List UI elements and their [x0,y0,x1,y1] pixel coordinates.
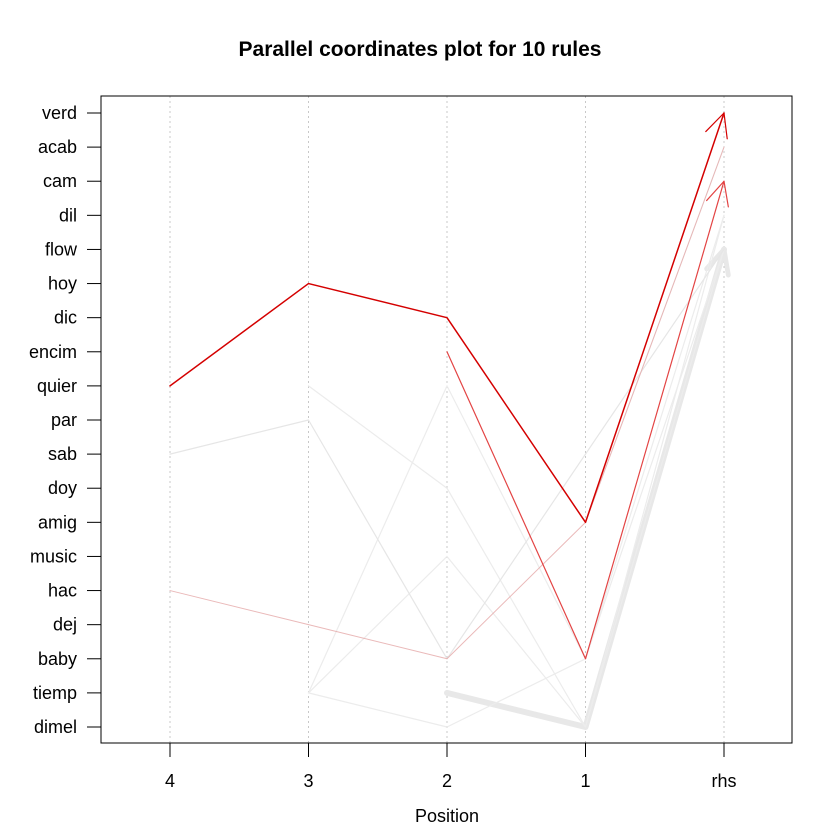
rule-3 [169,146,725,660]
rule-9 [444,246,731,730]
y-tick-label-music: music [30,546,77,566]
plot-frame [100,95,793,744]
y-tick-label-quier: quier [37,376,77,396]
rule-arrowhead-1 [705,112,728,140]
y-tick-label-tiemp: tiemp [33,683,77,703]
rule-line-8 [307,248,725,728]
rule-line-5 [307,214,725,728]
y-tick-label-dil: dil [59,205,77,225]
grid-layer [169,96,725,743]
y-axis: verd acab cam dil flow hoy dic encim quier par sab… [29,103,101,737]
y-tick-label-dic: dic [54,308,77,328]
y-tick-label-dej: dej [53,615,77,635]
y-tick-label-encim: encim [29,342,77,362]
x-tick-label-rhs: rhs [711,771,736,791]
rule-line-4 [169,248,725,660]
rule-arrowhead-2 [706,180,729,208]
chart-title: Parallel coordinates plot for 10 rules [239,38,602,61]
y-tick-label-baby: baby [38,649,77,669]
rule-5 [307,214,725,728]
y-tick-label-amig: amig [38,512,77,532]
y-tick-label-sab: sab [48,444,77,464]
rule-1 [169,112,728,524]
rule-7 [307,248,725,728]
x-tick-label-1: 1 [580,771,590,791]
x-axis: 4 3 2 1 rhs [165,743,737,791]
x-tick-label-2: 2 [442,771,452,791]
rule-line-7 [307,248,725,728]
y-tick-label-cam: cam [43,171,77,191]
rule-4 [169,248,725,660]
y-tick-label-dimel: dimel [34,717,77,737]
y-tick-label-hac: hac [48,581,77,601]
rule-2 [446,180,729,660]
rules-layer [169,112,731,730]
rule-line-2 [446,180,725,660]
rule-line-1 [169,112,725,524]
y-tick-label-flow: flow [45,239,78,259]
y-tick-label-par: par [51,410,77,430]
y-tick-label-acab: acab [38,137,77,157]
y-tick-label-hoy: hoy [48,274,77,294]
y-tick-label-verd: verd [42,103,77,123]
rule-8 [307,248,725,728]
x-tick-label-3: 3 [303,771,313,791]
x-axis-title: Position [415,806,479,826]
y-tick-label-doy: doy [48,478,77,498]
x-tick-label-4: 4 [165,771,175,791]
rule-line-3 [169,146,725,660]
